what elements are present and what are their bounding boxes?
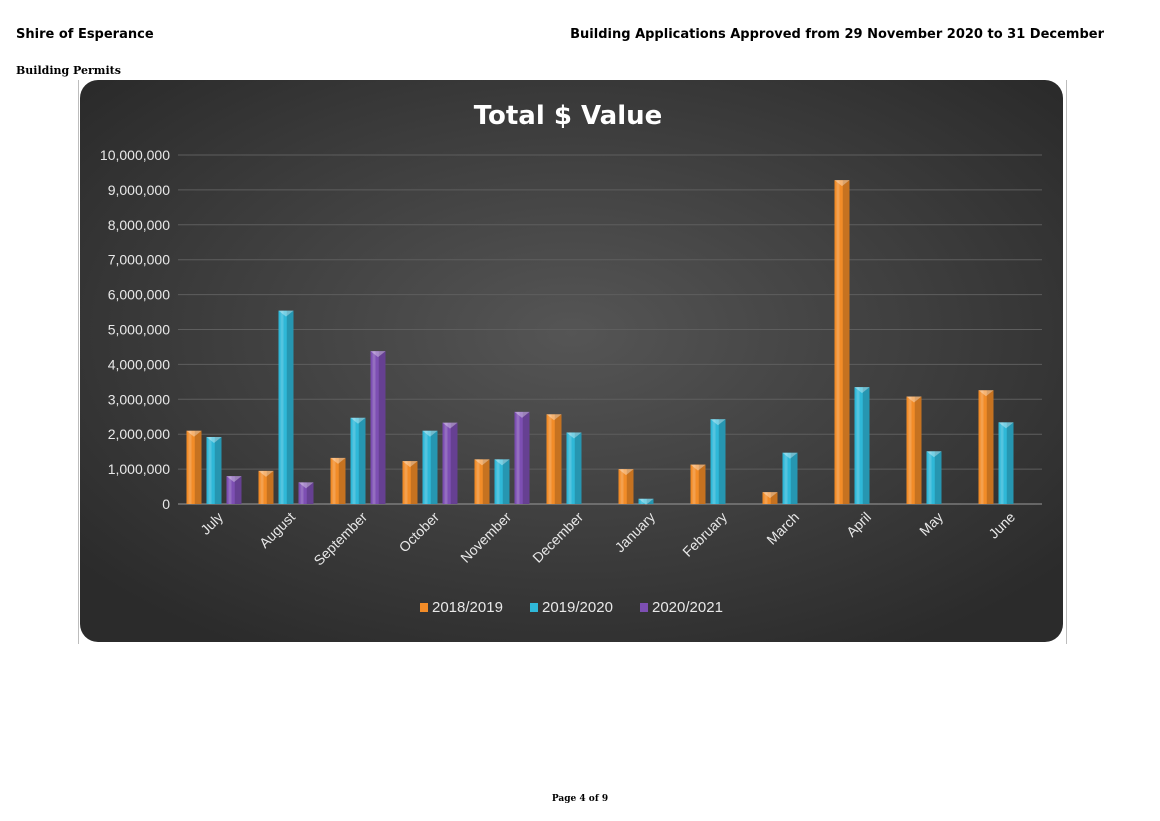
y-tick-label: 1,000,000 bbox=[108, 461, 170, 477]
y-tick-label: 6,000,000 bbox=[108, 287, 170, 303]
bar-2018/2019-July bbox=[186, 430, 202, 504]
legend-entry-2019/2020: 2019/2020 bbox=[530, 599, 613, 616]
y-tick-label: 3,000,000 bbox=[108, 391, 170, 407]
y-tick-label: 4,000,000 bbox=[108, 356, 170, 372]
bar-2019/2020-March bbox=[782, 452, 798, 504]
bar-2018/2019-June bbox=[978, 390, 994, 504]
organisation-name: Shire of Esperance bbox=[16, 27, 154, 42]
bar-2018/2019-October bbox=[402, 461, 418, 504]
bar-2020/2021-August bbox=[298, 482, 314, 504]
bar-2018/2019-September bbox=[330, 457, 346, 504]
bar-2019/2020-November bbox=[494, 459, 510, 504]
total-value-chart: Total $ Value 0 1,000,000 2,000,000 3,000,0… bbox=[80, 80, 1063, 642]
y-tick-label: 2,000,000 bbox=[108, 426, 170, 442]
legend-label: 2018/2019 bbox=[432, 599, 503, 616]
legend-label: 2019/2020 bbox=[542, 599, 613, 616]
bar-2019/2020-August bbox=[278, 310, 294, 504]
legend: 2018/2019 2019/2020 2020/2021 bbox=[420, 599, 723, 616]
page-number: Page 4 of 9 bbox=[551, 794, 609, 804]
bar-2020/2021-November bbox=[514, 411, 530, 504]
chart-title: Total $ Value bbox=[474, 101, 663, 131]
bar-2018/2019-February bbox=[690, 464, 706, 504]
bar-2019/2020-December bbox=[566, 432, 582, 504]
y-tick-label: 5,000,000 bbox=[108, 322, 170, 338]
bar-2019/2020-July bbox=[206, 436, 222, 504]
legend-entry-2020/2021: 2020/2021 bbox=[640, 599, 723, 616]
bar-2018/2019-March bbox=[762, 492, 778, 504]
legend-label: 2020/2021 bbox=[652, 599, 723, 616]
bar-2019/2020-February bbox=[710, 419, 726, 504]
bar-2018/2019-April bbox=[834, 180, 850, 504]
bar-2019/2020-October bbox=[422, 430, 438, 504]
grid-lines bbox=[178, 154, 1042, 505]
chart-svg: Total $ Value 0 1,000,000 2,000,000 3,000,0… bbox=[80, 80, 1063, 642]
bar-2018/2019-May bbox=[906, 396, 922, 504]
y-tick-label: 8,000,000 bbox=[108, 217, 170, 233]
bar-2019/2020-April bbox=[854, 387, 870, 504]
y-tick-label: 7,000,000 bbox=[108, 252, 170, 268]
bar-2018/2019-January bbox=[618, 469, 634, 504]
bar-2019/2020-January bbox=[638, 498, 654, 505]
y-tick-label: 9,000,000 bbox=[108, 182, 170, 198]
legend-entry-2018/2019: 2018/2019 bbox=[420, 599, 503, 616]
report-title: Building Applications Approved from 29 N… bbox=[570, 27, 1104, 42]
bar-2019/2020-June bbox=[998, 422, 1014, 504]
frame-left-line bbox=[78, 80, 79, 644]
bar-2018/2019-November bbox=[474, 459, 490, 504]
bars bbox=[186, 180, 1014, 505]
y-tick-label: 10,000,000 bbox=[100, 147, 170, 163]
bar-2018/2019-December bbox=[546, 414, 562, 504]
bar-2019/2020-September bbox=[350, 417, 366, 504]
chart-background bbox=[80, 80, 1063, 642]
section-heading: Building Permits bbox=[16, 64, 121, 77]
bar-2020/2021-October bbox=[442, 422, 458, 504]
frame-right-line bbox=[1066, 80, 1067, 644]
bar-2018/2019-August bbox=[258, 470, 274, 504]
y-tick-label: 0 bbox=[162, 496, 170, 512]
bar-2019/2020-May bbox=[926, 451, 942, 504]
bar-2020/2021-September bbox=[370, 351, 386, 504]
bar-2020/2021-July bbox=[226, 476, 242, 504]
y-axis-ticks: 0 1,000,000 2,000,000 3,000,000 4,000,000 5,0… bbox=[100, 147, 170, 512]
